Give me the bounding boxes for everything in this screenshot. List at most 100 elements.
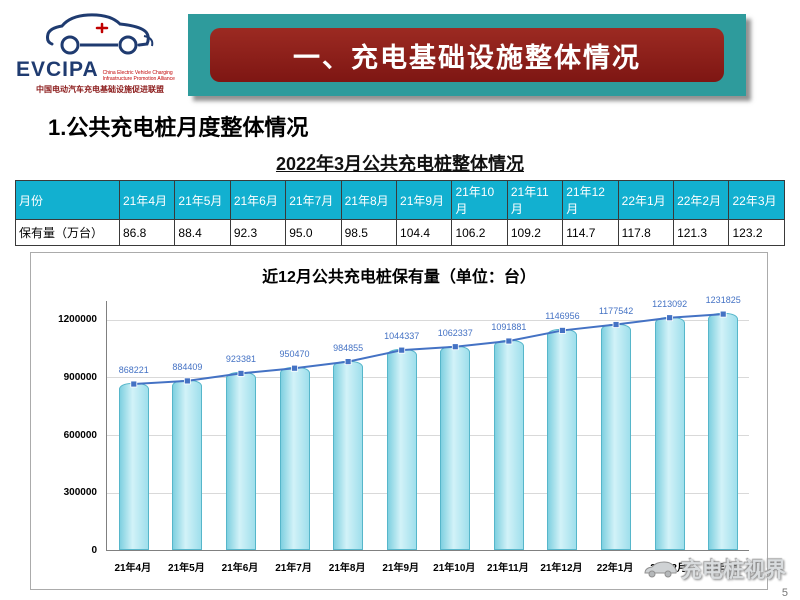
logo-name: EVCIPA — [16, 58, 99, 81]
trend-line — [130, 310, 727, 388]
x-tick-label: 21年11月 — [487, 563, 529, 574]
bar — [279, 367, 310, 550]
table-value-cell: 123.2 — [728, 219, 785, 246]
table-header-cell: 22年2月 — [673, 180, 730, 220]
line-marker — [559, 327, 566, 334]
x-tick-label: 22年1月 — [596, 563, 634, 574]
table-value-cell: 104.4 — [396, 219, 453, 246]
table-header-cell: 21年8月 — [340, 180, 398, 220]
line-marker — [130, 380, 138, 388]
line-marker — [505, 337, 513, 345]
bar — [601, 323, 632, 550]
line-marker — [183, 377, 191, 385]
bar — [654, 316, 685, 550]
page-number: 5 — [781, 587, 788, 599]
watermark: 充电桩视界 — [643, 554, 786, 584]
line-marker — [237, 370, 245, 377]
title-banner-box: 一、充电基础设施整体情况 — [210, 28, 724, 82]
bar-value-label: 884409 — [172, 361, 203, 372]
y-tick-label: 600000 — [63, 429, 97, 441]
x-tick-label: 21年8月 — [328, 563, 366, 574]
evcipa-car-icon — [46, 13, 154, 55]
table-value-cell: 88.4 — [174, 219, 231, 246]
bar-value-label: 984855 — [333, 342, 364, 353]
bar — [118, 383, 149, 550]
y-tick-label: 900000 — [63, 371, 97, 383]
gridline — [107, 435, 749, 437]
slide-title: 一、充电基础设施整体情况 — [293, 42, 641, 73]
monthly-stats-table: 月份 21年4月 21年5月 21年6月 21年7月 21年8月 21年9月 21年10月 21… — [15, 180, 785, 246]
y-tick-label: 300000 — [63, 487, 97, 499]
bar — [386, 349, 417, 550]
bar — [333, 360, 364, 550]
bar — [708, 313, 739, 550]
table-header-month: 月份 — [15, 180, 120, 220]
table-header-cell: 21年4月 — [118, 180, 176, 220]
chart-x-axis-labels: 21年4月 21年5月 21年6月 21年7月 21年8月 21年9月 21年10月 21年1… — [106, 555, 749, 575]
x-tick-label: 21年6月 — [221, 563, 259, 574]
table-header-cell: 21年7月 — [285, 180, 342, 220]
line-marker — [612, 321, 620, 328]
logo-subtitle-zh: 中国电动汽车充电基础设施促进联盟 — [36, 85, 164, 94]
bar-value-label: 1062337 — [437, 327, 473, 338]
table-row-label: 保有量（万台） — [15, 219, 120, 246]
title-banner: 一、充电基础设施整体情况 — [188, 14, 746, 96]
gridline — [107, 319, 749, 321]
table-value-cell: 92.3 — [229, 219, 287, 246]
bar-value-label: 950470 — [279, 349, 310, 360]
bar-value-label: 868221 — [118, 365, 149, 376]
x-tick-label: 21年12月 — [540, 563, 583, 574]
table-value-cell: 106.2 — [451, 219, 508, 246]
bar-value-label: 1091881 — [491, 322, 527, 333]
logo-subtitle-en: China Electric Vehicle Charging Infrastr… — [102, 70, 175, 82]
watermark-text: 充电桩视界 — [681, 559, 786, 582]
table-header-cell: 21年10月 — [451, 180, 508, 220]
table-value-cell: 109.2 — [506, 219, 564, 246]
x-tick-label: 21年10月 — [433, 563, 476, 574]
bar — [440, 345, 471, 550]
line-marker — [344, 358, 352, 366]
table-header-cell: 21年12月 — [562, 180, 619, 220]
bar-value-label: 1231825 — [705, 295, 741, 306]
table-value-cell: 121.3 — [673, 219, 730, 246]
line-marker — [666, 314, 674, 322]
evcipa-logo: EVCIPA China Electric Vehicle Charging I… — [16, 6, 184, 106]
line-marker — [451, 343, 459, 351]
y-tick-label: 1200000 — [58, 314, 97, 326]
stats-table-header-row: 月份 21年4月 21年5月 21年6月 21年7月 21年8月 21年9月 21年10月 21… — [15, 180, 785, 220]
table-header-cell: 21年6月 — [229, 180, 287, 220]
table-value-cell: 86.8 — [118, 219, 176, 246]
bar-value-label: 1213092 — [652, 298, 688, 309]
gridline — [107, 377, 749, 379]
bar — [547, 329, 578, 550]
chart-y-axis-labels: 0 300000 600000 900000 1200000 — [31, 301, 103, 556]
table-header-cell: 22年1月 — [617, 180, 675, 220]
bar-value-label: 1177542 — [598, 305, 634, 316]
line-marker — [291, 364, 298, 372]
table-value-cell: 98.5 — [340, 219, 398, 246]
line-marker — [398, 346, 406, 354]
x-tick-label: 22年3月 — [703, 563, 741, 574]
stats-table-data-row: 保有量（万台） 86.8 88.4 92.3 95.0 98.5 104.4 106.2 109… — [15, 219, 785, 246]
table-value-cell: 114.7 — [562, 219, 619, 246]
line-marker — [719, 310, 727, 318]
x-tick-label: 21年4月 — [114, 563, 152, 574]
gridline — [107, 492, 749, 494]
table-header-cell: 21年5月 — [174, 180, 231, 220]
x-tick-label: 21年9月 — [382, 563, 420, 574]
bar-value-label: 1044337 — [384, 331, 420, 342]
table-title: 2022年3月公共充电桩整体情况 — [275, 154, 525, 174]
table-header-cell: 21年9月 — [396, 180, 453, 220]
chart-title: 近12月公共充电桩保有量（单位：台） — [262, 269, 536, 286]
chart-plot-area: 868221 884409 923381 950470 984855 1044337 106… — [106, 295, 749, 551]
watermark-car-icon — [644, 561, 677, 578]
bar-value-label: 1146956 — [545, 311, 580, 322]
x-tick-label: 21年5月 — [168, 563, 205, 574]
chart-container: 近12月公共充电桩保有量（单位：台） 0 300000 600000 900000 12… — [30, 252, 768, 590]
y-tick-label: 0 — [91, 545, 97, 556]
table-value-cell: 95.0 — [285, 219, 342, 246]
bar-value-label: 923381 — [225, 354, 256, 365]
table-header-cell: 22年3月 — [728, 180, 785, 220]
x-tick-label: 21年7月 — [275, 563, 312, 574]
table-value-cell: 117.8 — [617, 219, 675, 246]
